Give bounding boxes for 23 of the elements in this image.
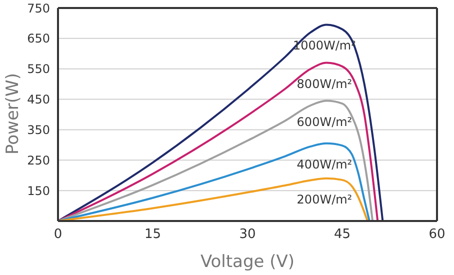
- x-axis-title: Voltage (V): [200, 252, 295, 272]
- y-tick-label: 250: [27, 153, 50, 168]
- x-tick-label: 60: [428, 227, 446, 242]
- y-tick-label: 750: [27, 1, 50, 16]
- series-label: 400W/m²: [296, 157, 352, 172]
- series-label: 200W/m²: [296, 192, 352, 206]
- line-series: [58, 24, 384, 221]
- line-series: [58, 177, 369, 221]
- x-tick-label: 30: [239, 227, 256, 242]
- x-tick-label: 0: [54, 227, 62, 242]
- y-axis-title: Power(W): [3, 73, 24, 154]
- x-tick-label: 45: [334, 227, 351, 242]
- line-series: [58, 142, 370, 221]
- y-tick-label: 350: [27, 122, 50, 137]
- x-tick-label: 15: [144, 227, 162, 242]
- series-label: 800W/m²: [296, 76, 352, 91]
- y-tick-label: 150: [27, 184, 50, 198]
- line-series: [58, 100, 374, 221]
- line-series: [58, 62, 379, 221]
- y-tick-label: 450: [27, 92, 50, 107]
- y-tick-label: 550: [27, 62, 50, 76]
- series-label: 600W/m²: [296, 114, 352, 129]
- y-tick-label: 650: [27, 32, 50, 46]
